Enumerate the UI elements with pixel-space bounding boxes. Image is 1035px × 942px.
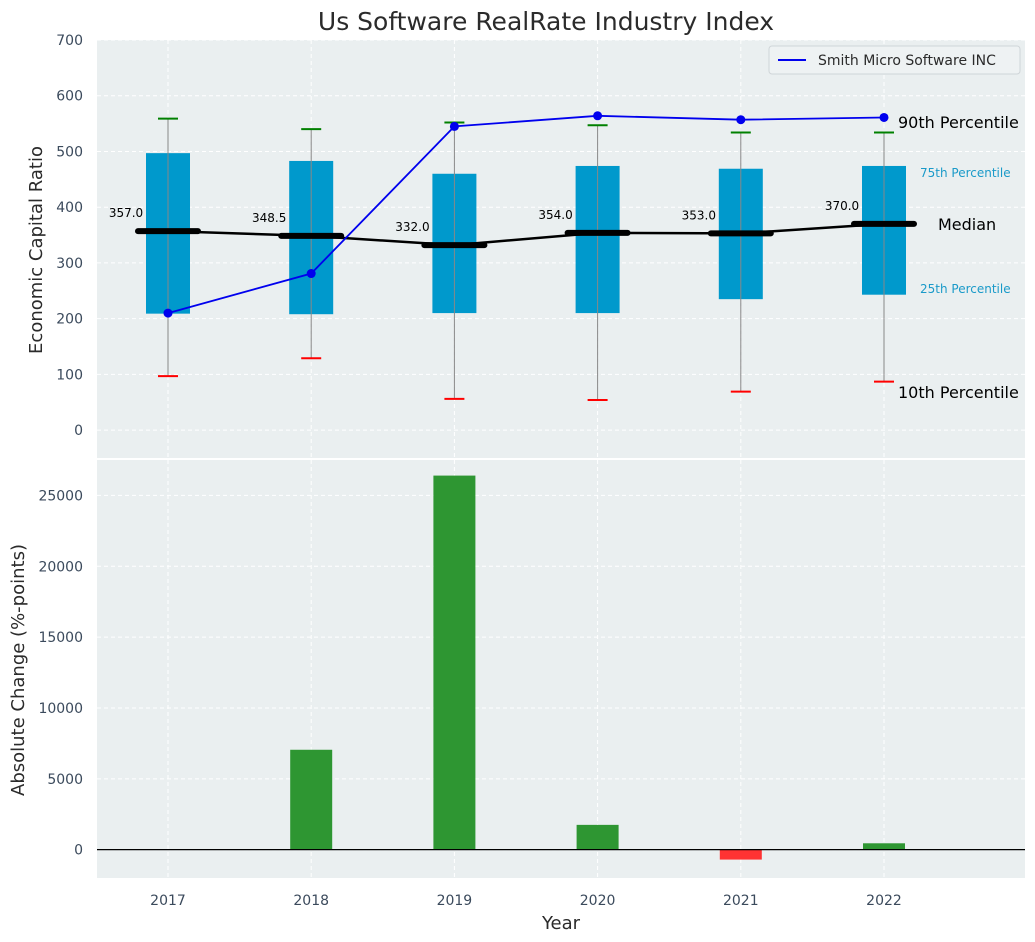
median-value-label: 353.0 [682, 208, 716, 222]
median-value-label: 348.5 [252, 211, 286, 225]
x-tick-label: 2022 [866, 893, 902, 909]
bar-plot-area [97, 460, 1025, 878]
box-2022: 370.0 [825, 131, 917, 383]
y-tick-label: 20000 [38, 559, 83, 575]
chart-title: Us Software RealRate Industry Index [318, 7, 774, 36]
y-tick-label: 700 [56, 33, 83, 49]
change-bar-2022 [863, 843, 905, 850]
change-bar-2020 [576, 824, 619, 850]
company-series-line [167, 114, 885, 314]
box-2020: 354.0 [538, 124, 631, 402]
x-axis-label: Year [541, 913, 581, 934]
y-tick-label: 0 [74, 843, 83, 859]
annotation-10th-percentile: 10th Percentile [898, 383, 1019, 402]
boxplot-grid [97, 39, 1025, 458]
y-tick-label: 0 [74, 423, 83, 439]
median-value-label: 357.0 [109, 206, 143, 220]
median-value-label: 370.0 [825, 199, 859, 213]
change-bar-2021 [719, 849, 762, 860]
annotation-75th-percentile: 75th Percentile [920, 166, 1011, 180]
y-tick-label: 5000 [47, 772, 83, 788]
percentile-annotations: 90th Percentile 75th Percentile Median 2… [898, 113, 1019, 402]
boxplot-panel: 0 100 200 300 400 500 600 700 Economic Capital … [26, 33, 1025, 458]
y-tick-label: 600 [56, 89, 83, 105]
x-tick-label: 2021 [723, 893, 759, 909]
company-series-point [736, 115, 746, 125]
y-tick-label: 300 [56, 256, 83, 272]
company-series-point [163, 308, 173, 318]
boxplot-y-ticks: 0 100 200 300 400 500 600 700 [56, 33, 83, 439]
x-ticks: 2017 2018 2019 2020 2021 2022 [150, 893, 902, 909]
y-tick-label: 100 [56, 367, 83, 383]
median-trend-line [167, 222, 885, 247]
x-tick-label: 2017 [150, 893, 186, 909]
annotation-median: Median [938, 215, 996, 234]
company-series-point [879, 112, 889, 122]
y-tick-label: 15000 [38, 630, 83, 646]
company-series-point [593, 111, 603, 121]
legend-label: Smith Micro Software INC [818, 53, 996, 69]
y-tick-label: 200 [56, 312, 83, 328]
change-bar-2019 [433, 475, 476, 850]
boxplot-marks: 357.0 348.5 332.0 354.0 353.0 370.0 [109, 111, 917, 402]
bar-y-ticks: 0 5000 10000 15000 20000 25000 [38, 488, 83, 858]
company-series-point [306, 269, 316, 279]
x-tick-label: 2019 [437, 893, 473, 909]
annotation-90th-percentile: 90th Percentile [898, 113, 1019, 132]
median-value-label: 354.0 [538, 208, 572, 222]
boxplot-y-axis-label: Economic Capital Ratio [26, 146, 47, 354]
y-tick-label: 25000 [38, 488, 83, 504]
y-tick-label: 10000 [38, 701, 83, 717]
legend-box [768, 45, 1021, 75]
change-bar-2018 [290, 749, 333, 850]
change-bar-panel: 0 5000 10000 15000 20000 25000 Absolute Chang… [8, 460, 1025, 934]
y-tick-label: 400 [56, 200, 83, 216]
bar-y-axis-label: Absolute Change (%-points) [8, 544, 29, 796]
company-series-point [449, 121, 459, 131]
bar-marks [97, 475, 1025, 860]
x-tick-label: 2018 [293, 893, 329, 909]
legend: Smith Micro Software INC [768, 45, 1021, 75]
median-value-label: 332.0 [395, 220, 429, 234]
y-tick-label: 500 [56, 144, 83, 160]
annotation-25th-percentile: 25th Percentile [920, 282, 1011, 296]
x-tick-label: 2020 [580, 893, 616, 909]
